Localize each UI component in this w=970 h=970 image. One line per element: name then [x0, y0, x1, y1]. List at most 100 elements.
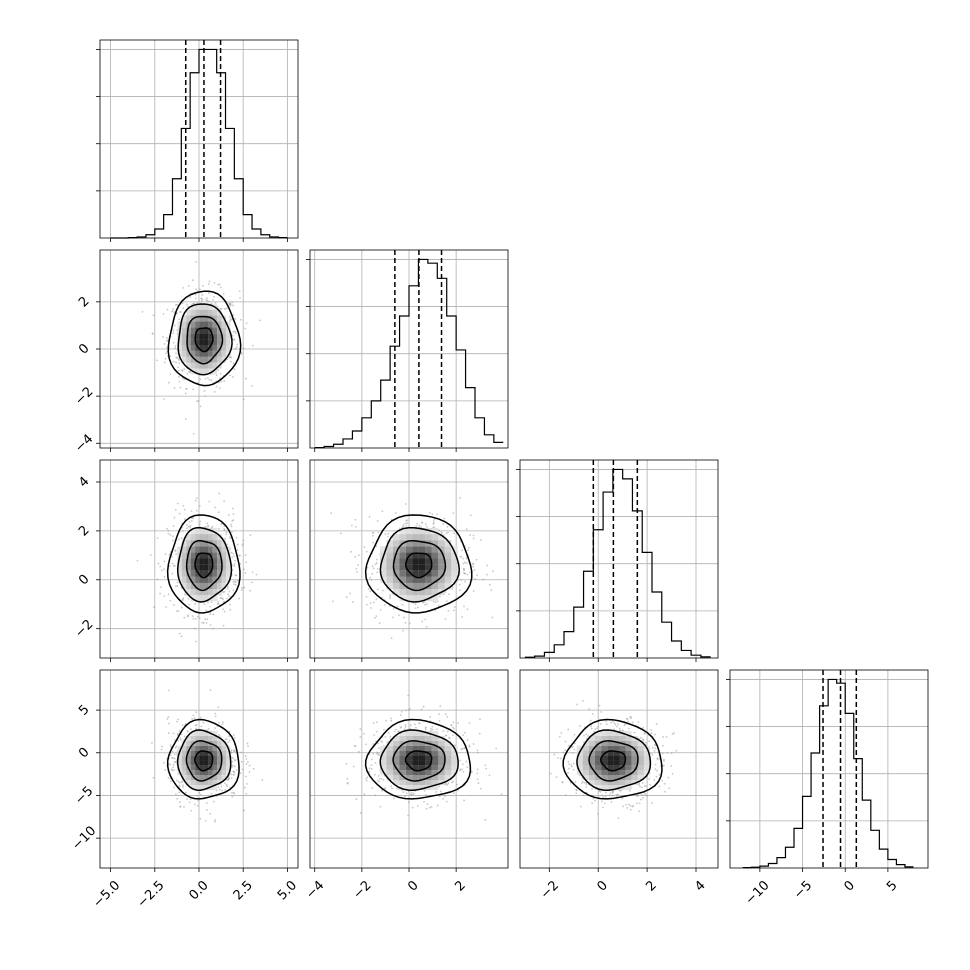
- sample-point: [434, 601, 437, 604]
- sample-point: [228, 301, 230, 304]
- sample-point: [213, 281, 216, 284]
- sample-point: [448, 736, 450, 739]
- density-cell: [186, 740, 191, 746]
- sample-point: [209, 624, 212, 626]
- sample-point: [240, 352, 243, 355]
- sample-point: [169, 780, 172, 783]
- density-cell: [405, 589, 413, 596]
- density-cell: [195, 731, 200, 736]
- density-cell: [208, 735, 213, 741]
- sample-point: [192, 517, 195, 520]
- sample-point: [415, 726, 417, 729]
- sample-point: [161, 745, 163, 748]
- sample-point: [590, 725, 593, 728]
- sample-point: [642, 726, 644, 729]
- density-cell: [418, 595, 426, 602]
- density-cell: [203, 735, 209, 741]
- sample-point: [392, 607, 395, 610]
- sample-point: [169, 373, 172, 376]
- density-cell: [181, 315, 187, 322]
- density-cell: [190, 589, 196, 596]
- density-cell: [431, 589, 439, 596]
- density-cell: [186, 350, 191, 357]
- density-cell: [217, 740, 222, 746]
- density-cell: [217, 534, 222, 541]
- density-cell: [190, 735, 196, 741]
- sample-point: [174, 549, 177, 552]
- density-cell: [208, 350, 213, 357]
- sample-point: [670, 765, 673, 767]
- sample-point: [570, 764, 573, 766]
- sample-point: [559, 757, 562, 760]
- sample-point: [182, 784, 184, 786]
- sample-point: [599, 722, 602, 725]
- sample-point: [352, 765, 355, 768]
- sample-point: [195, 727, 197, 730]
- sample-point: [492, 570, 494, 573]
- sample-point: [410, 791, 413, 794]
- density-cell: [208, 589, 213, 596]
- sample-point: [252, 344, 254, 347]
- density-cell: [221, 765, 227, 771]
- density-cell: [412, 527, 419, 535]
- sample-point: [230, 360, 232, 363]
- density-cell: [195, 576, 200, 583]
- sample-point: [406, 519, 409, 522]
- density-cell: [405, 564, 413, 571]
- density-cell: [438, 540, 445, 547]
- density-cell: [208, 546, 213, 553]
- sample-point: [216, 603, 219, 605]
- sample-point: [234, 737, 236, 739]
- density-cell: [412, 576, 419, 583]
- sample-point: [186, 730, 189, 733]
- density-cell: [203, 309, 209, 316]
- density-cell: [203, 350, 209, 357]
- density-cell: [217, 558, 222, 565]
- sample-point: [197, 804, 199, 807]
- density-cell: [431, 527, 439, 535]
- density-cell: [221, 327, 227, 334]
- density-cell: [199, 558, 204, 565]
- density-cell: [181, 344, 187, 351]
- sample-point: [431, 513, 434, 516]
- sample-point: [384, 787, 387, 789]
- sample-point: [174, 344, 177, 347]
- density-cell: [386, 755, 393, 761]
- sample-point: [500, 793, 503, 796]
- sample-point: [490, 589, 493, 591]
- density-cell: [186, 333, 191, 340]
- density-cell: [431, 595, 439, 602]
- density-cell: [386, 540, 393, 547]
- sample-point: [465, 760, 468, 763]
- sample-point: [378, 754, 380, 757]
- sample-point: [466, 766, 469, 769]
- density-cell: [418, 755, 426, 761]
- sample-point: [345, 596, 348, 599]
- sample-point: [373, 734, 376, 737]
- sample-point: [460, 748, 463, 751]
- sample-point: [425, 794, 427, 796]
- sample-point: [372, 567, 375, 570]
- density-cell: [195, 595, 200, 602]
- density-cell: [431, 750, 439, 756]
- sample-point: [643, 785, 646, 787]
- sample-point: [368, 515, 371, 518]
- sample-point: [252, 767, 255, 770]
- sample-point: [422, 705, 425, 708]
- sample-point: [217, 527, 220, 530]
- sample-point: [175, 553, 178, 555]
- sample-point: [169, 599, 172, 602]
- density-cell: [203, 315, 209, 322]
- density-cell: [199, 731, 204, 736]
- sample-point: [644, 741, 647, 744]
- density-cell: [217, 321, 222, 328]
- sample-point: [421, 522, 423, 524]
- panel-background: [520, 460, 718, 658]
- sample-point: [585, 785, 588, 788]
- density-cell: [438, 546, 445, 553]
- sample-point: [371, 531, 374, 534]
- sample-point: [209, 689, 212, 692]
- sample-point: [165, 340, 168, 342]
- sample-point: [207, 727, 210, 730]
